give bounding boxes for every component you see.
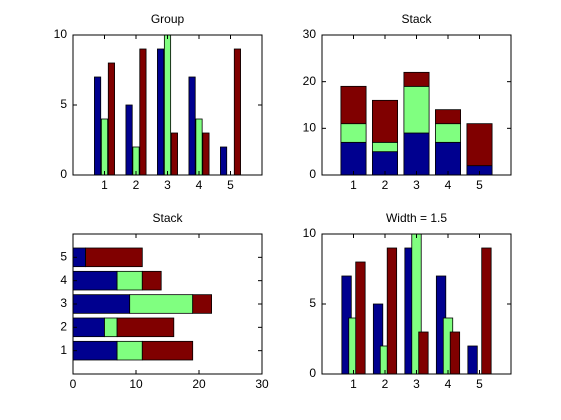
y-tick-label: 4 bbox=[60, 273, 67, 287]
bar bbox=[163, 34, 172, 176]
x-tick-label: 5 bbox=[476, 178, 483, 192]
x-tick-label: 3 bbox=[413, 178, 420, 192]
x-tick-label: 3 bbox=[164, 178, 171, 192]
bar bbox=[170, 132, 178, 176]
bar bbox=[371, 99, 398, 143]
bar bbox=[403, 85, 430, 134]
bar bbox=[85, 247, 143, 268]
y-tick-label: 5 bbox=[60, 250, 67, 264]
x-tick-label: 0 bbox=[70, 377, 77, 391]
bar bbox=[434, 109, 461, 125]
bar bbox=[116, 317, 175, 338]
y-tick-label: 10 bbox=[54, 27, 68, 41]
bar bbox=[188, 76, 196, 176]
bar bbox=[467, 345, 478, 375]
bar bbox=[116, 340, 143, 361]
y-tick-label: 20 bbox=[303, 74, 317, 88]
x-tick-label: 1 bbox=[350, 377, 357, 391]
bar bbox=[403, 132, 430, 176]
bar bbox=[418, 331, 429, 375]
x-tick-label: 10 bbox=[129, 377, 143, 391]
bar bbox=[340, 141, 367, 176]
bar bbox=[132, 146, 140, 176]
chart-title: Group bbox=[151, 12, 185, 26]
bar bbox=[434, 141, 461, 176]
x-tick-label: 1 bbox=[350, 178, 357, 192]
y-tick-label: 2 bbox=[60, 320, 67, 334]
bar bbox=[233, 48, 241, 176]
y-tick-label: 5 bbox=[309, 296, 316, 310]
x-tick-label: 1 bbox=[101, 178, 108, 192]
y-tick-label: 0 bbox=[60, 167, 67, 181]
x-tick-label: 4 bbox=[445, 377, 452, 391]
bar bbox=[481, 247, 492, 375]
bar bbox=[94, 76, 102, 176]
bar bbox=[72, 294, 131, 314]
bar bbox=[340, 85, 367, 125]
bar bbox=[434, 123, 461, 143]
y-tick-label: 0 bbox=[309, 366, 316, 380]
y-tick-label: 10 bbox=[303, 121, 317, 135]
chart-title: Stack bbox=[152, 211, 183, 225]
bar bbox=[403, 71, 430, 87]
bar bbox=[72, 317, 105, 338]
bar bbox=[72, 340, 118, 361]
x-tick-label: 2 bbox=[133, 178, 140, 192]
chart-title: Stack bbox=[401, 12, 432, 26]
bar bbox=[125, 104, 133, 176]
bar bbox=[195, 118, 203, 176]
bar bbox=[386, 247, 398, 375]
bar bbox=[72, 270, 118, 291]
bar bbox=[466, 123, 493, 167]
bar bbox=[141, 270, 162, 291]
bar bbox=[116, 270, 143, 291]
bar bbox=[449, 331, 461, 375]
y-tick-label: 10 bbox=[303, 226, 317, 240]
x-tick-label: 30 bbox=[255, 377, 269, 391]
x-tick-label: 20 bbox=[192, 377, 206, 391]
bar bbox=[371, 141, 398, 153]
bar bbox=[141, 340, 194, 361]
chart-title: Width = 1.5 bbox=[386, 211, 447, 225]
x-tick-label: 4 bbox=[445, 178, 452, 192]
bar bbox=[129, 294, 194, 314]
bar bbox=[104, 317, 118, 338]
x-tick-label: 4 bbox=[196, 178, 203, 192]
bar bbox=[202, 132, 210, 176]
bar bbox=[355, 261, 366, 375]
bar bbox=[107, 62, 115, 176]
y-tick-label: 30 bbox=[303, 27, 317, 41]
bar bbox=[192, 294, 212, 314]
x-tick-label: 3 bbox=[413, 377, 420, 391]
x-tick-label: 5 bbox=[227, 178, 234, 192]
y-tick-label: 3 bbox=[60, 296, 67, 310]
bar bbox=[220, 146, 228, 176]
x-tick-label: 5 bbox=[476, 377, 483, 391]
bar bbox=[100, 118, 109, 176]
bar bbox=[139, 48, 147, 176]
y-tick-label: 0 bbox=[309, 167, 316, 181]
x-tick-label: 2 bbox=[382, 178, 389, 192]
y-tick-label: 1 bbox=[60, 343, 67, 357]
bar bbox=[340, 123, 367, 143]
x-tick-label: 2 bbox=[382, 377, 389, 391]
bar bbox=[157, 48, 165, 176]
y-tick-label: 5 bbox=[60, 97, 67, 111]
